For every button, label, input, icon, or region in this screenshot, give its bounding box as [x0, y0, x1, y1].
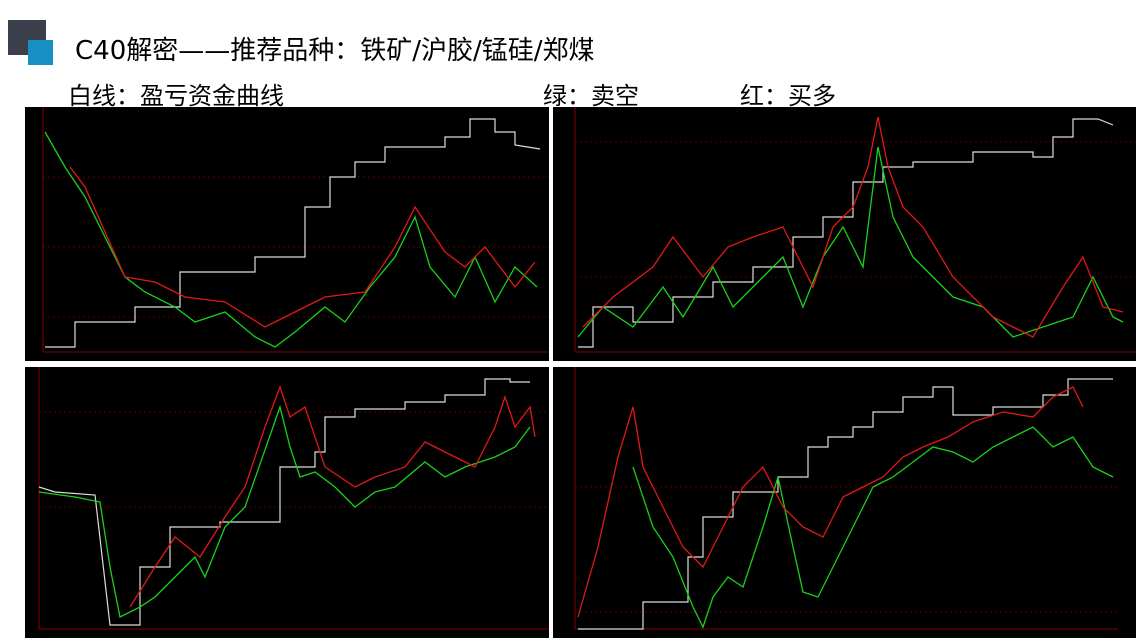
legend-green: 绿：卖空 — [543, 82, 639, 110]
chart-image — [42, 107, 549, 353]
icon-blue — [28, 40, 53, 65]
chart-image — [574, 107, 1136, 353]
legend-white: 白线：盈亏资金曲线 — [68, 82, 284, 110]
chart-image — [38, 367, 549, 630]
chart-panel-silicomanganese — [25, 367, 549, 638]
chart-panel-iron-ore — [25, 107, 549, 361]
title: C40解密——推荐品种：铁矿/沪胶/锰硅/郑煤 — [75, 36, 595, 66]
chart-image — [574, 367, 1118, 630]
chart-panel-rubber — [553, 107, 1136, 361]
chart-panel-thermal-coal — [553, 367, 1136, 638]
legend-red: 红：买多 — [740, 82, 836, 110]
